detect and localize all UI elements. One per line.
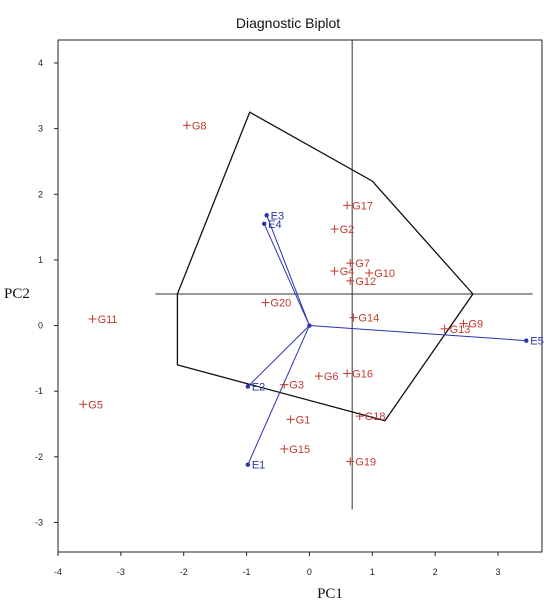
genotype-label: G6 (324, 371, 339, 383)
environment-vector-e2 (247, 325, 310, 387)
y-tick-label: 3 (38, 124, 43, 134)
genotype-label: G14 (358, 313, 379, 325)
genotype-point-g13: G13 (440, 324, 471, 336)
genotype-label: G12 (355, 276, 376, 288)
genotype-point-g19: G19 (346, 456, 376, 468)
genotype-point-g2: G2 (330, 224, 355, 236)
y-tick-label: 4 (38, 58, 43, 68)
y-tick-label: 2 (38, 189, 43, 199)
genotype-point-g3: G3 (280, 380, 304, 392)
x-axis: -4 -3 -2 -1 0 1 2 3 (54, 552, 501, 577)
environment-label: E4 (268, 219, 281, 231)
genotype-label: G15 (289, 444, 310, 456)
genotype-label: G13 (450, 324, 471, 336)
x-tick-label: 1 (370, 567, 375, 577)
reference-lines (155, 40, 533, 510)
environment-point-e1: E1 (245, 460, 265, 472)
chart-title: Diagnostic Biplot (236, 15, 340, 31)
genotype-point-g6: G6 (314, 371, 339, 383)
environment-marker (264, 213, 269, 218)
genotype-point-g14: G14 (349, 313, 379, 325)
plot-frame (57, 39, 543, 553)
environment-point-e4: E4 (261, 219, 282, 231)
environment-point-e3: E3 (264, 210, 284, 222)
genotype-point-g4: G4 (330, 266, 355, 278)
genotype-point-g15: G15 (280, 444, 310, 456)
environment-label: E2 (252, 382, 265, 394)
environment-marker (245, 384, 251, 389)
x-tick-label: 2 (433, 567, 438, 577)
x-tick-label: -2 (180, 567, 188, 577)
genotype-label: G11 (98, 314, 118, 326)
y-tick-label: 0 (38, 321, 43, 331)
y-tick-label: -3 (35, 517, 43, 527)
genotype-label: G5 (88, 399, 103, 411)
x-tick-label: -4 (54, 567, 62, 577)
genotype-point-g18: G18 (355, 411, 386, 423)
y-tick-label: 1 (38, 255, 43, 265)
x-tick-label: -3 (117, 567, 125, 577)
genotype-point-g5: G5 (79, 399, 103, 411)
hull-polygon (176, 111, 474, 422)
genotype-point-g20: G20 (261, 298, 291, 310)
environment-vectors (247, 215, 527, 465)
x-tick-label: 0 (307, 567, 312, 577)
genotype-point-g11: G11 (88, 314, 118, 326)
genotype-label: G18 (365, 411, 386, 423)
genotype-point-g17: G17 (343, 200, 373, 212)
environment-vector-e5 (309, 325, 527, 342)
genotype-point-g9: G9 (459, 319, 483, 331)
y-axis-title: PC2 (4, 286, 30, 302)
y-tick-label: -1 (35, 386, 43, 396)
genotype-points: G1 G2 G3 G4 G5 G6 G7 G8 G9 G10 G11 G12 G13 G14 G15 G16 G… (79, 120, 483, 468)
environment-marker (524, 338, 529, 343)
genotype-label: G4 (340, 266, 355, 278)
genotype-label: G7 (355, 258, 370, 270)
genotype-point-g8: G8 (182, 120, 207, 132)
environment-vector-e4 (263, 223, 310, 326)
biplot-origin-point (307, 323, 312, 328)
environment-vector-e1 (247, 325, 310, 465)
x-tick-label: -1 (243, 567, 251, 577)
genotype-point-g7: G7 (346, 258, 370, 270)
genotype-label: G8 (192, 120, 207, 132)
environment-label: E1 (252, 460, 265, 472)
x-tick-label: 3 (495, 567, 500, 577)
genotype-point-g12: G12 (346, 276, 376, 288)
genotype-label: G17 (352, 200, 373, 212)
genotype-point-g16: G16 (343, 368, 373, 380)
x-axis-title: PC1 (317, 586, 343, 602)
environment-vector-e3 (266, 215, 310, 326)
environment-marker (245, 462, 251, 467)
genotype-label: G2 (340, 224, 355, 236)
genotype-point-g1: G1 (286, 414, 311, 426)
environment-label: E3 (271, 210, 284, 222)
environment-point-e2: E2 (245, 382, 265, 394)
genotype-label: G20 (270, 298, 291, 310)
genotype-point-g10: G10 (365, 268, 395, 280)
convex-hull (176, 111, 474, 422)
genotype-label: G9 (468, 319, 483, 331)
genotype-label: G16 (352, 368, 373, 380)
genotype-label: G19 (355, 456, 376, 468)
genotype-label: G10 (374, 268, 395, 280)
genotype-label: G1 (296, 414, 311, 426)
environment-point-e5: E5 (524, 336, 544, 348)
y-tick-label: -2 (35, 452, 43, 462)
genotype-label: G3 (289, 380, 304, 392)
environment-label: E5 (530, 336, 543, 348)
y-axis: -3 -2 -1 0 1 2 3 4 (35, 58, 58, 527)
environment-marker (261, 221, 267, 226)
